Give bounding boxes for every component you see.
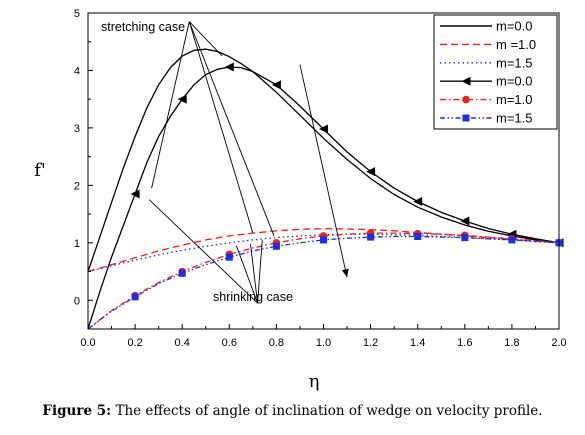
legend-entry-label: m=1.0 xyxy=(496,92,533,107)
x-tick-label: 0.8 xyxy=(269,337,284,349)
y-tick-label: 2 xyxy=(74,180,80,192)
figure-caption: Figure 5: The effects of angle of inclin… xyxy=(0,403,585,419)
data-point-triangle xyxy=(177,94,187,104)
data-point-triangle xyxy=(271,80,281,90)
data-point-triangle xyxy=(319,124,328,134)
legend-box xyxy=(433,14,558,130)
annotation-pointer-line xyxy=(151,21,190,189)
data-point-square xyxy=(462,114,470,122)
y-tick-label: 5 xyxy=(74,8,80,20)
data-point-square xyxy=(178,269,186,277)
data-point-triangle xyxy=(413,196,423,206)
data-point-square xyxy=(508,236,516,244)
data-point-triangle xyxy=(366,167,376,177)
data-point-square xyxy=(367,233,375,241)
annotation-shrinking-case: shrinking case xyxy=(213,290,293,304)
legend-entry-label: m=1.5 xyxy=(496,55,533,70)
y-tick-label: 1 xyxy=(74,238,80,250)
y-axis-label: f' xyxy=(34,160,46,181)
series-shrinking-m10 xyxy=(87,229,563,330)
legend-entry-label: m =1.0 xyxy=(496,37,536,52)
legend-entry-label: m=1.5 xyxy=(496,111,533,126)
y-tick-label: 4 xyxy=(74,65,80,77)
data-point-triangle xyxy=(460,216,470,226)
velocity-profile-chart: 0.0 0.2 0.4 0.6 0.8 1.0 1.2 1.4 1.6 1.8 2.0012345 … xyxy=(34,8,566,392)
data-point-square xyxy=(320,236,327,244)
x-tick-label: 0.2 xyxy=(127,337,142,349)
x-tick-label: 1.8 xyxy=(504,337,519,349)
x-tick-label: 1.0 xyxy=(316,337,331,349)
caption-label: Figure 5: xyxy=(42,403,112,419)
y-tick-label: 3 xyxy=(74,123,80,135)
y-tick-label: 0 xyxy=(74,295,80,307)
series-line xyxy=(87,232,560,330)
x-tick-label: 2.0 xyxy=(551,337,566,349)
data-point-circle xyxy=(462,95,470,104)
x-tick-label: 0.0 xyxy=(80,337,95,349)
annotation-pointer-line xyxy=(188,21,223,57)
annotation-pointer-line xyxy=(250,243,259,304)
legend: m=0.0 m =1.0 m=1.5 m=0.0 m=1.0 m=1.5 xyxy=(433,14,558,130)
annotation-pointer-line xyxy=(235,245,258,304)
data-point-triangle xyxy=(461,76,471,86)
series-line xyxy=(87,66,560,330)
x-tick-label: 1.6 xyxy=(457,337,472,349)
data-point-square xyxy=(414,232,422,240)
legend-entry-label: m=0.0 xyxy=(496,19,533,34)
x-axis-label: η xyxy=(309,371,320,392)
annotation-pointer-line xyxy=(257,239,263,304)
caption-text: The effects of angle of inclination of w… xyxy=(111,403,543,419)
annotation-pointer-line xyxy=(188,21,275,237)
series-line xyxy=(87,48,560,272)
data-point-square xyxy=(461,234,469,242)
x-tick-label: 1.2 xyxy=(363,337,378,349)
x-tick-label: 0.6 xyxy=(222,337,237,349)
annotation-pointer-line xyxy=(188,21,254,234)
x-tick-label: 0.4 xyxy=(175,337,190,349)
data-point-triangle xyxy=(130,189,140,199)
annotation-stretching-case: stretching case xyxy=(101,20,185,34)
trend-arrow-head xyxy=(341,268,349,278)
data-point-square xyxy=(272,242,280,250)
legend-entry-label: m=0.0 xyxy=(496,74,533,89)
data-point-square xyxy=(131,293,139,301)
data-point-square xyxy=(225,253,233,261)
series-shrinking-m15 xyxy=(87,232,563,330)
annotation-pointer-line xyxy=(148,199,258,304)
data-point-triangle xyxy=(224,62,234,72)
x-tick-label: 1.4 xyxy=(410,337,425,349)
series-stretching-m00 xyxy=(87,48,560,272)
trend-arrow-line xyxy=(299,64,348,278)
